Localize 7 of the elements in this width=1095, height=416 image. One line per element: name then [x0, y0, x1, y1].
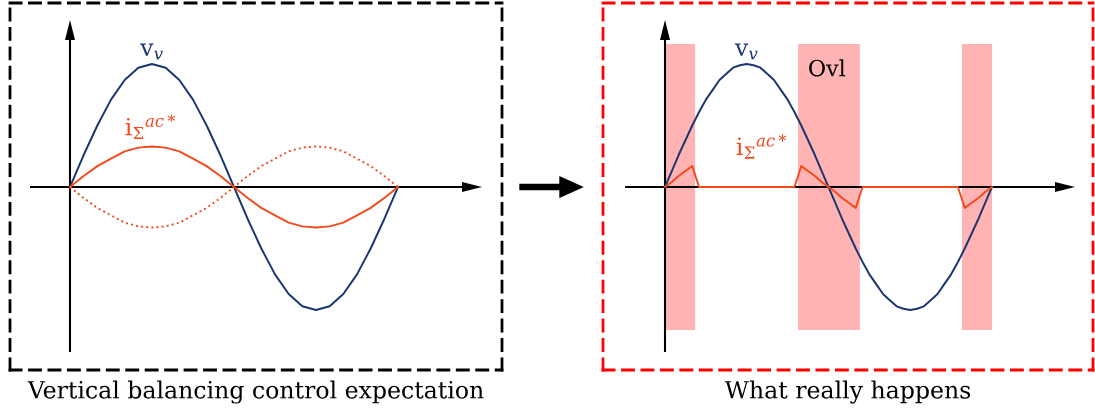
series-label: v$_{v}$: [140, 43, 163, 60]
series-label: i$_{Σ}$$^{ac*}$: [736, 134, 787, 159]
annotation: Ovl: [809, 59, 846, 77]
x-axis-title: Vertical balancing control expectation: [27, 380, 484, 404]
series-label: v$_{v}$: [734, 43, 758, 60]
x-axis-title: What really happens: [724, 380, 971, 404]
series-label: i$_{Σ}$$^{ac*}$: [125, 114, 176, 139]
